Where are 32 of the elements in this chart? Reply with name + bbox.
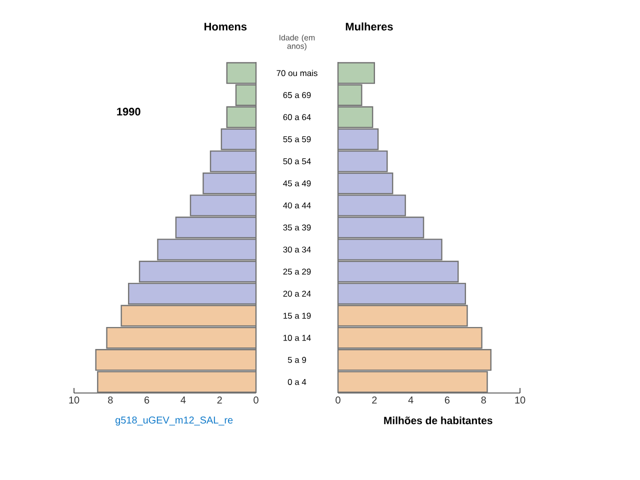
x-tick-label: 4 xyxy=(180,396,186,404)
y-tick-label: 15 a 19 xyxy=(284,312,311,319)
y-tick-label: 45 a 49 xyxy=(283,180,311,186)
annotation: 1990 xyxy=(117,108,140,116)
x-tick-label: 8 xyxy=(108,396,113,404)
y-tick-label: 25 a 29 xyxy=(283,268,311,275)
x-tick-label: 2 xyxy=(372,396,377,404)
x-tick-label: 2 xyxy=(217,396,222,404)
chart-title: Homens xyxy=(204,22,247,31)
y-tick-label: 65 a 69 xyxy=(283,92,311,98)
y-tick-label: 30 a 34 xyxy=(283,246,311,253)
x-tick-label: 10 xyxy=(515,396,526,404)
y-tick-label: 10 a 14 xyxy=(284,334,311,341)
y-tick-label: 35 a 39 xyxy=(283,224,311,230)
x-tick-label: 8 xyxy=(481,396,486,404)
x-tick-label: 0 xyxy=(254,396,258,404)
x-tick-label: 6 xyxy=(444,396,450,404)
y-tick-label: 50 a 54 xyxy=(283,158,311,164)
y-tick-label: 55 a 59 xyxy=(283,136,311,142)
x-axis-title: Milhões de habitantes xyxy=(384,416,492,424)
y-tick-label: 40 a 44 xyxy=(283,202,311,208)
y-tick-label: 60 a 64 xyxy=(283,114,311,120)
y-tick-label: 5 a 9 xyxy=(288,356,306,363)
x-tick-label: 10 xyxy=(69,396,80,404)
y-tick-label: 70 ou mais xyxy=(276,70,318,76)
x-tick-label: 0 xyxy=(336,396,340,404)
y-tick-label: 0 a 4 xyxy=(288,378,306,385)
text: g518_uGEV_m12_SAL_re xyxy=(116,416,233,426)
y-tick-label: 20 a 24 xyxy=(283,290,311,297)
x-tick-label: 6 xyxy=(144,396,150,404)
chart-title: Mulheres xyxy=(346,22,393,31)
x-tick-label: 4 xyxy=(408,396,414,404)
